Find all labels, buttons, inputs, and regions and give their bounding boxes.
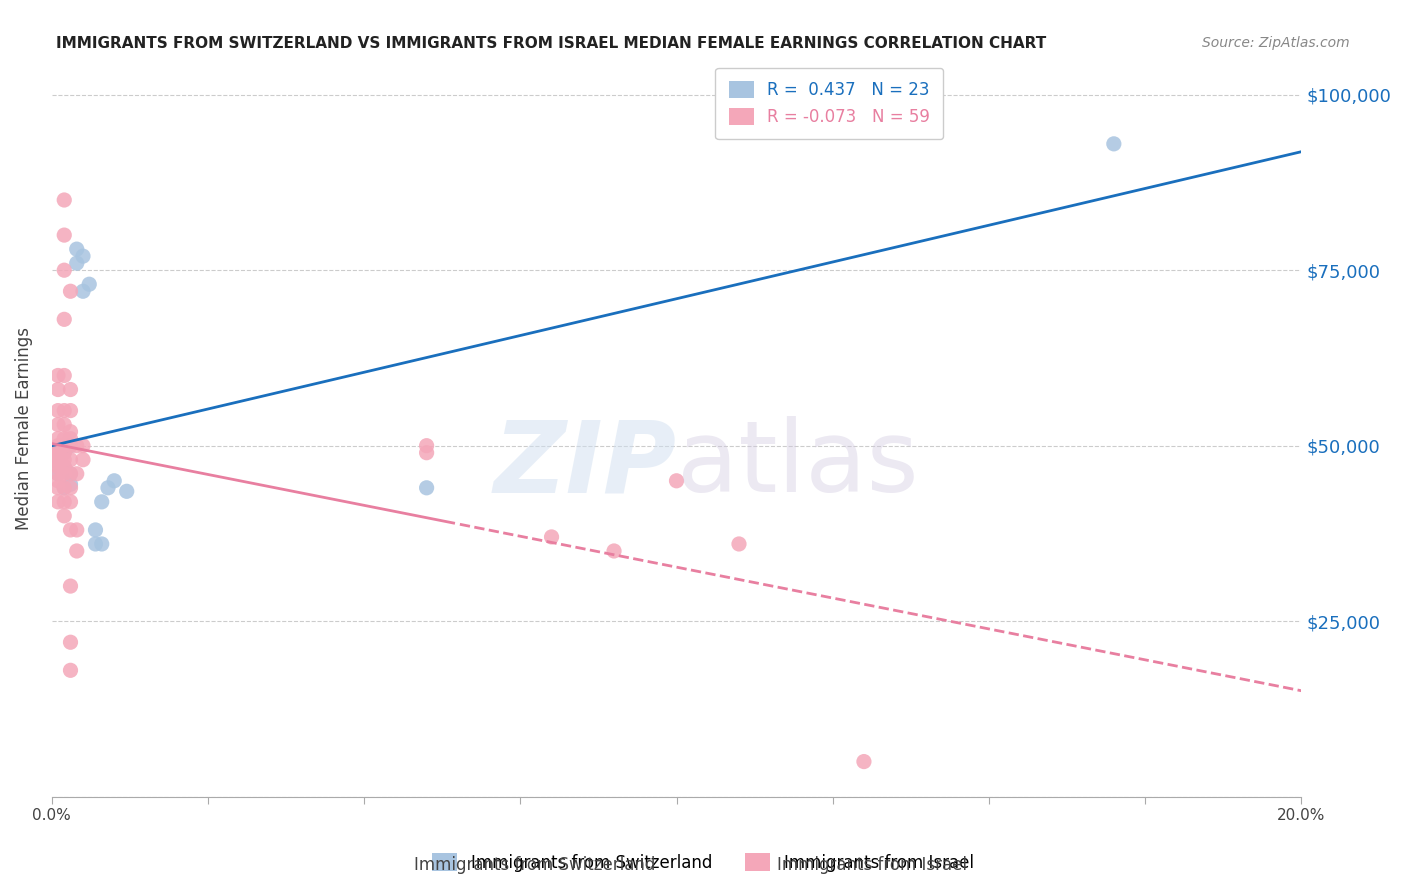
Point <box>852 755 875 769</box>
Point <box>59 403 82 417</box>
Point <box>665 474 688 488</box>
Point <box>72 452 94 467</box>
Point <box>1102 136 1125 151</box>
Point <box>59 495 82 509</box>
Point <box>46 459 69 474</box>
Point <box>59 439 82 453</box>
Point <box>46 403 69 417</box>
Point <box>84 537 107 551</box>
Point <box>53 368 76 383</box>
Point <box>66 439 89 453</box>
Point <box>66 467 89 481</box>
Point <box>59 452 82 467</box>
Point <box>77 277 100 292</box>
Point <box>53 228 76 243</box>
Point <box>53 459 76 474</box>
Point <box>66 523 89 537</box>
Point <box>46 417 69 432</box>
Point <box>603 544 626 558</box>
Point <box>415 446 437 460</box>
Point <box>59 432 82 446</box>
Point <box>46 467 69 481</box>
Point <box>53 467 76 481</box>
Point <box>53 481 76 495</box>
Point <box>59 425 82 439</box>
Point <box>53 417 76 432</box>
Point <box>59 635 82 649</box>
Point <box>59 523 82 537</box>
Point <box>59 383 82 397</box>
Point <box>66 256 89 270</box>
Point <box>415 481 437 495</box>
Point <box>46 481 69 495</box>
Point <box>46 432 69 446</box>
Point <box>46 474 69 488</box>
Point <box>59 467 82 481</box>
Point <box>66 242 89 256</box>
Text: ZIP: ZIP <box>494 417 676 514</box>
Text: IMMIGRANTS FROM SWITZERLAND VS IMMIGRANTS FROM ISRAEL MEDIAN FEMALE EARNINGS COR: IMMIGRANTS FROM SWITZERLAND VS IMMIGRANT… <box>56 36 1046 51</box>
Point <box>53 403 76 417</box>
Point <box>97 481 120 495</box>
Point <box>72 249 94 263</box>
Point <box>46 467 69 481</box>
Text: Source: ZipAtlas.com: Source: ZipAtlas.com <box>1202 36 1350 50</box>
Point <box>46 442 69 457</box>
Legend: R =  0.437   N = 23, R = -0.073   N = 59: R = 0.437 N = 23, R = -0.073 N = 59 <box>716 68 943 139</box>
Point <box>84 523 107 537</box>
Point <box>46 368 69 383</box>
Text: atlas: atlas <box>676 417 918 514</box>
Point <box>59 481 82 495</box>
Point <box>46 449 69 463</box>
Point <box>46 439 69 453</box>
Point <box>728 537 751 551</box>
Text: Immigrants from Switzerland: Immigrants from Switzerland <box>413 856 655 874</box>
Point <box>72 285 94 299</box>
Point <box>59 579 82 593</box>
Point <box>46 446 69 460</box>
Point <box>59 467 82 481</box>
Point <box>540 530 562 544</box>
Point <box>59 663 82 677</box>
Point <box>53 452 76 467</box>
Point <box>53 432 76 446</box>
Point <box>59 439 82 453</box>
Legend: Immigrants from Switzerland, Immigrants from Israel: Immigrants from Switzerland, Immigrants … <box>426 847 980 879</box>
Point <box>115 484 138 499</box>
Point <box>53 459 76 474</box>
Point <box>415 439 437 453</box>
Point <box>46 452 69 467</box>
Text: Immigrants from Israel: Immigrants from Israel <box>776 856 967 874</box>
Point <box>66 544 89 558</box>
Point <box>59 285 82 299</box>
Point <box>72 439 94 453</box>
Point <box>46 383 69 397</box>
Point <box>53 312 76 326</box>
Point <box>53 481 76 495</box>
Point <box>53 508 76 523</box>
Point <box>53 193 76 207</box>
Point <box>59 477 82 491</box>
Point <box>53 446 76 460</box>
Y-axis label: Median Female Earnings: Median Female Earnings <box>15 326 32 530</box>
Point <box>53 263 76 277</box>
Point <box>46 456 69 470</box>
Point <box>46 456 69 470</box>
Point <box>103 474 125 488</box>
Point <box>46 452 69 467</box>
Point <box>53 446 76 460</box>
Point <box>53 439 76 453</box>
Point <box>53 495 76 509</box>
Point <box>46 495 69 509</box>
Point <box>90 495 112 509</box>
Point <box>90 537 112 551</box>
